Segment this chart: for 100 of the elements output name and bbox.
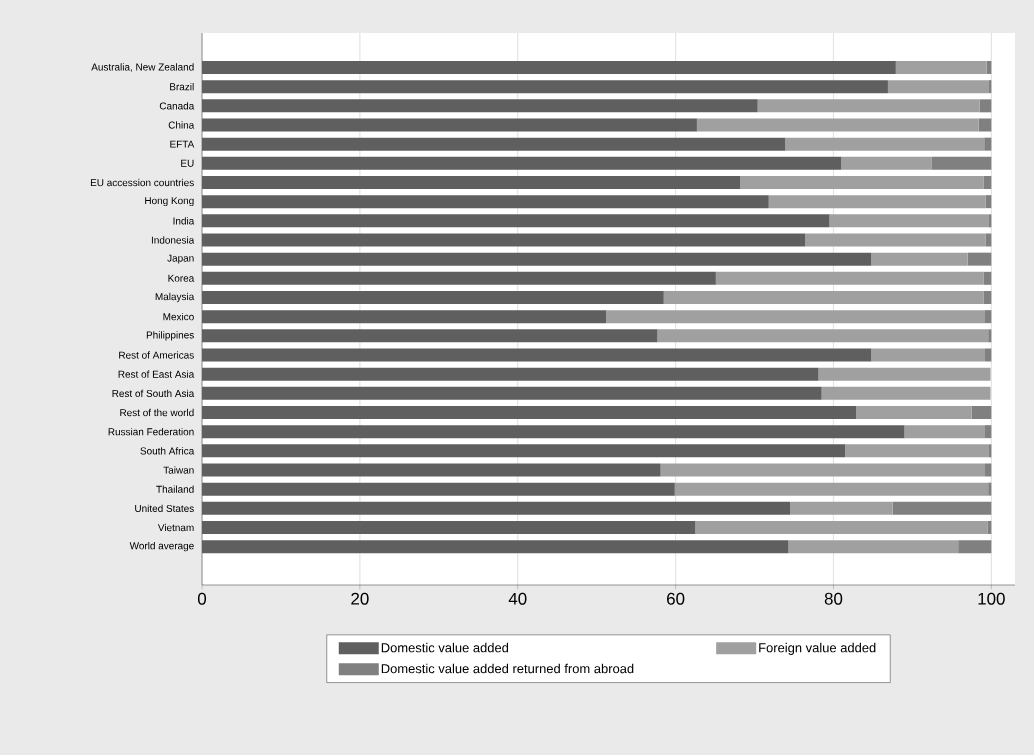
- y-tick-label: Philippines: [146, 331, 194, 341]
- bar: [202, 310, 607, 324]
- y-tick-label: Russian Federation: [108, 428, 194, 436]
- x-tick-label: 40: [508, 592, 527, 605]
- bar: [892, 501, 992, 515]
- y-tick-label: Korea: [168, 274, 195, 282]
- y-tick-label: Rest of Americas: [119, 351, 194, 359]
- y-tick-label: India: [173, 217, 195, 225]
- bar: [202, 118, 697, 132]
- bar: [805, 233, 986, 247]
- bar: [657, 329, 989, 343]
- bar: [967, 252, 992, 266]
- legend-label: Foreign value added: [759, 642, 876, 655]
- bar: [202, 329, 658, 343]
- bar: [202, 233, 806, 247]
- bar: [202, 463, 661, 477]
- bar: [202, 252, 872, 266]
- y-tick-label: Canada: [159, 102, 195, 110]
- x-tick-label: 60: [667, 592, 685, 605]
- bar: [785, 137, 985, 151]
- y-tick-label: Japan: [167, 254, 194, 264]
- bar: [202, 80, 888, 94]
- x-tick-label: 100: [978, 592, 1005, 605]
- y-tick-label: Rest of South Asia: [112, 389, 195, 397]
- bar: [984, 137, 992, 151]
- bar: [660, 463, 986, 477]
- bar: [740, 175, 984, 189]
- bar: [871, 252, 968, 266]
- bar: [856, 405, 972, 419]
- bar: [983, 175, 992, 189]
- bar: [979, 99, 992, 113]
- y-tick-label: United States: [135, 504, 194, 512]
- bar: [768, 195, 986, 209]
- bar: [985, 463, 992, 477]
- bar: [674, 482, 989, 496]
- bar: [845, 444, 989, 458]
- bar: [202, 482, 675, 496]
- bar: [202, 214, 830, 228]
- bar: [987, 520, 992, 534]
- bar: [202, 444, 846, 458]
- bar: [202, 405, 857, 419]
- bar: [983, 271, 992, 285]
- bar: [985, 233, 992, 247]
- bar: [202, 60, 896, 74]
- bar: [958, 540, 992, 554]
- bar: [663, 290, 984, 304]
- y-tick-label: South Africa: [140, 447, 195, 455]
- y-tick-label: Hong Kong: [145, 197, 194, 207]
- y-tick-label: Thailand: [156, 485, 194, 493]
- legend-label: Domestic value added: [381, 642, 509, 653]
- x-tick-label: 80: [824, 592, 843, 605]
- bar: [895, 60, 987, 74]
- bar: [202, 348, 872, 362]
- y-tick-label: Rest of East Asia: [118, 370, 195, 378]
- y-tick-label: Vietnam: [157, 523, 194, 532]
- y-tick-label: Malaysia: [155, 292, 195, 303]
- bar: [988, 329, 992, 343]
- y-tick-label: Australia, New Zealand: [91, 63, 194, 72]
- bar: [202, 271, 716, 285]
- bar: [983, 290, 992, 304]
- bar: [202, 520, 696, 534]
- bar: [904, 425, 986, 439]
- y-tick-label: Taiwan: [163, 466, 194, 474]
- legend-label: Domestic value added returned from abroad: [381, 663, 634, 674]
- bar: [887, 80, 989, 94]
- bar: [202, 195, 769, 209]
- bar: [841, 156, 932, 170]
- y-tick-label: China: [168, 121, 195, 129]
- y-tick-label: EU accession countries: [90, 178, 194, 187]
- bar: [695, 520, 988, 534]
- x-tick-label: 20: [351, 592, 369, 605]
- y-tick-label: Indonesia: [151, 236, 195, 244]
- bar: [988, 482, 992, 496]
- y-tick-label: EFTA: [170, 140, 195, 148]
- bar: [821, 386, 991, 400]
- bar: [978, 118, 992, 132]
- bar: [985, 310, 992, 324]
- bar: [202, 425, 905, 439]
- bar: [202, 290, 664, 304]
- bar: [757, 99, 980, 113]
- bar: [202, 367, 819, 381]
- bar: [606, 310, 986, 324]
- bar: [818, 367, 991, 381]
- y-tick-label: Mexico: [163, 313, 194, 321]
- bar: [985, 195, 992, 209]
- bar: [871, 348, 986, 362]
- x-tick-label: 0: [197, 592, 207, 605]
- y-tick-label: Brazil: [170, 83, 194, 91]
- bar: [202, 156, 842, 170]
- y-tick-label: Rest of the world: [120, 408, 194, 417]
- bar: [202, 540, 789, 554]
- bar: [790, 501, 893, 515]
- bar: [788, 540, 959, 554]
- bar: [829, 214, 989, 228]
- bar: [202, 175, 741, 189]
- bar: [202, 99, 758, 113]
- bar: [931, 156, 992, 170]
- bar: [202, 501, 791, 515]
- bar: [985, 425, 992, 439]
- y-tick-label: EU: [181, 159, 194, 167]
